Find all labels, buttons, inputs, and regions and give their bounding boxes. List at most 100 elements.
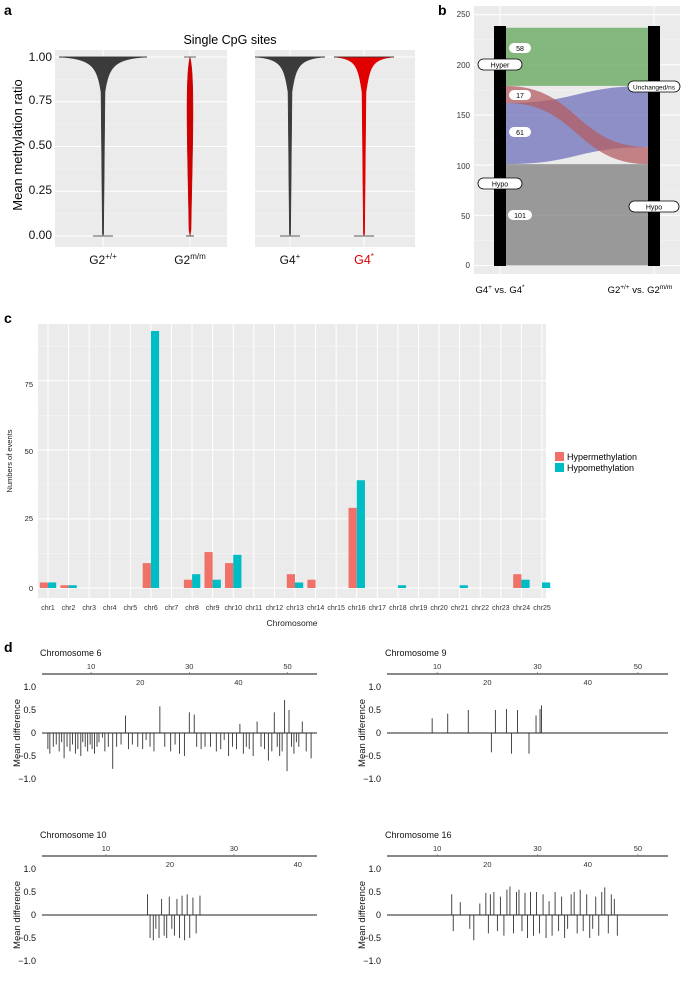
chromosome-plot-0: Chromosome 6 10 30 50 20 40 Mean difference1.0… — [12, 648, 317, 784]
mean-difference-ytick: −1.0 — [18, 956, 36, 966]
panel-a-grid — [55, 50, 415, 247]
bar-hyper-chr10 — [225, 563, 234, 588]
panel-c-xtick-chr3: chr3 — [82, 605, 96, 612]
bar-hypo-chr9 — [212, 579, 221, 588]
panel-c-xtick-chr18: chr18 — [389, 605, 407, 612]
panel-b-label-unchanged: Unchanged/ns — [627, 80, 681, 93]
panel-a-xtick-0: G2+/+ — [89, 252, 117, 267]
chromosome-title: Chromosome 6 — [40, 648, 102, 658]
panel-b-ytick-5: 250 — [457, 10, 471, 19]
mean-difference-ylabel: Mean difference — [357, 881, 368, 949]
panel-c-xtick-chr2: chr2 — [62, 605, 76, 612]
mean-difference-ytick: −0.5 — [363, 751, 381, 761]
bar-hyper-chr9 — [204, 552, 213, 588]
chromosome-tick-bottom: 20 — [166, 860, 174, 869]
panel-b-left-axis-bar — [494, 26, 506, 266]
panel-d-letter: d — [4, 639, 13, 655]
panel-b-label-hypo-left: Hypo — [477, 177, 523, 190]
panel-a-title: Single CpG sites — [183, 33, 276, 47]
bar-hypo-chr25 — [542, 582, 551, 588]
panel-c-ytick-2: 50 — [25, 447, 33, 456]
panel-b-label-hypo-right: Hypo — [628, 200, 680, 213]
mean-difference-ytick: 0 — [376, 728, 381, 738]
panel-a-ytick-2: 0.50 — [29, 138, 53, 152]
panel-c-xtick-chr7: chr7 — [165, 605, 179, 612]
chromosome-tick-top: 50 — [634, 844, 642, 853]
svg-text:Hyper: Hyper — [491, 63, 510, 70]
bar-hyper-chr2 — [60, 585, 69, 588]
mean-difference-ytick: −0.5 — [363, 933, 381, 943]
panel-c-legend: Hypermethylation Hypomethylation — [555, 452, 637, 473]
panel-b-ytick-2: 100 — [457, 162, 471, 171]
flow-hyper-unchanged — [506, 27, 648, 86]
mean-difference-ytick: 0 — [376, 910, 381, 920]
bar-hyper-chr6 — [142, 563, 151, 588]
mean-difference-ylabel: Mean difference — [357, 699, 368, 767]
panel-c-xtick-chr4: chr4 — [103, 605, 117, 612]
panel-c-xtick-chr6: chr6 — [144, 605, 158, 612]
chromosome-tick-bottom: 40 — [294, 860, 302, 869]
panel-c-xtick-chr9: chr9 — [206, 605, 220, 612]
panel-b-ytick-3: 150 — [457, 111, 471, 120]
mean-difference-ytick: 1.0 — [368, 682, 381, 692]
panel-c-xtick-chr24: chr24 — [513, 605, 531, 612]
chromosome-tick-top: 50 — [283, 662, 291, 671]
panel-b-count-61: 61 — [509, 127, 531, 137]
legend-swatch-hypo — [555, 463, 564, 472]
panel-b-ytick-4: 200 — [457, 61, 471, 70]
legend-label-hypo: Hypomethylation — [567, 463, 634, 473]
mean-difference-ytick: 1.0 — [23, 682, 36, 692]
panel-c-xtick-chr22: chr22 — [471, 605, 489, 612]
bar-hyper-chr16 — [348, 507, 357, 588]
panel-a-ytick-0: 0.00 — [29, 228, 53, 242]
panel-c-xtick-chr19: chr19 — [410, 605, 428, 612]
svg-text:58: 58 — [516, 46, 524, 53]
mean-difference-ytick: 0 — [31, 728, 36, 738]
chromosome-tick-top: 10 — [102, 844, 110, 853]
panel-c-grid — [38, 324, 546, 598]
panel-c-xtick-chr12: chr12 — [266, 605, 284, 612]
chromosome-tick-bottom: 40 — [584, 860, 592, 869]
mean-difference-ylabel: Mean difference — [12, 881, 23, 949]
panel-c-xtick-chr25: chr25 — [533, 605, 551, 612]
legend-swatch-hyper — [555, 452, 564, 461]
panel-c-ylabel: Numbers of events — [5, 429, 14, 492]
mean-difference-ytick: 1.0 — [23, 864, 36, 874]
panel-a-xtick-1: G2m/m — [174, 252, 206, 267]
panel-a-ylabel: Mean methylation ratio — [10, 79, 25, 211]
svg-text:Hypo: Hypo — [492, 182, 508, 189]
bar-hypo-chr24 — [521, 579, 530, 588]
panel-c: c Numbers of events 0 25 50 75 chr1 chr2 c… — [4, 310, 637, 628]
panel-c-xlabel: Chromosome — [266, 618, 317, 628]
chromosome-tick-top: 10 — [433, 662, 441, 671]
bar-hyper-chr8 — [183, 579, 193, 588]
panel-c-xtick-chr10: chr10 — [224, 605, 242, 612]
panel-a-ytick-1: 0.25 — [29, 183, 53, 197]
panel-b-count-101: 101 — [508, 210, 532, 220]
panel-c-xtick-chr23: chr23 — [492, 605, 510, 612]
bar-hypo-chr8 — [192, 574, 201, 588]
violin-3-head — [350, 57, 378, 75]
bar-hypo-chr1 — [48, 582, 57, 588]
violin-0 — [58, 56, 148, 237]
panel-c-background — [38, 324, 546, 598]
mean-difference-ytick: 0.5 — [23, 705, 36, 715]
mean-difference-ytick: 0 — [31, 910, 36, 920]
chromosome-tick-top: 10 — [433, 844, 441, 853]
panel-b-letter: b — [438, 2, 447, 18]
chromosome-tick-top: 30 — [185, 662, 193, 671]
flow-hyper-hypo — [506, 85, 648, 165]
panel-a-facet-right — [255, 50, 415, 247]
chromosome-title: Chromosome 16 — [385, 830, 452, 840]
svg-text:17: 17 — [516, 93, 524, 100]
mean-difference-ytick: 0.5 — [368, 705, 381, 715]
panel-c-ytick-3: 75 — [25, 380, 33, 389]
panel-b-ytick-0: 0 — [466, 261, 471, 270]
bar-hypo-chr13 — [295, 582, 304, 588]
panel-c-ytick-1: 25 — [25, 514, 33, 523]
chromosome-tick-top: 30 — [533, 844, 541, 853]
panel-b-count-58: 58 — [509, 43, 531, 53]
mean-difference-ylabel: Mean difference — [12, 699, 23, 767]
